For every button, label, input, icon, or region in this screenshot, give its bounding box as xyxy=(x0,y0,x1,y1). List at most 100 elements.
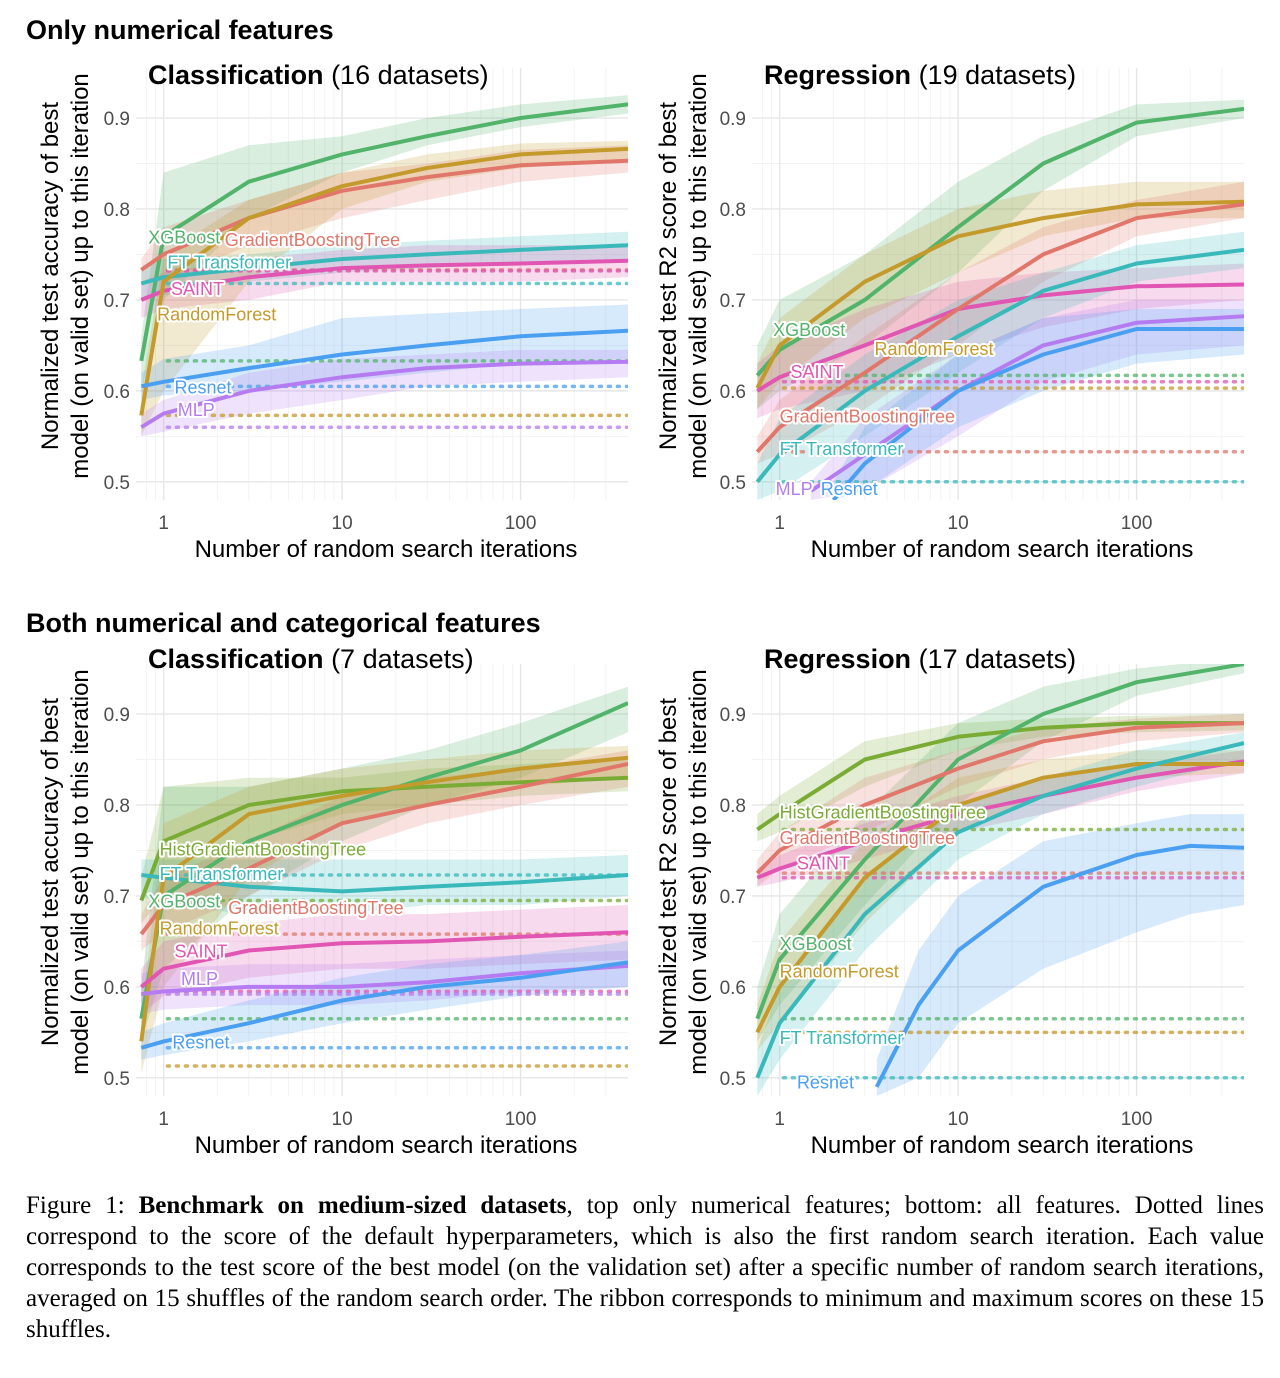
section-title-bottom: Both numerical and categorical features xyxy=(26,608,541,638)
series-line-ft-transformer xyxy=(755,247,1244,484)
series-line-gradientboostingtree xyxy=(755,202,1244,454)
plot-area xyxy=(139,95,628,437)
plot-area xyxy=(755,99,1244,500)
series-line-randomforest xyxy=(755,199,1244,390)
caption-prefix: Figure 1: xyxy=(26,1192,139,1219)
panel-title-rest: (7 datasets) xyxy=(324,644,474,674)
x-tick-label: 100 xyxy=(1121,513,1153,534)
series-line-mlp xyxy=(141,963,628,997)
series-line-gradientboostingtree xyxy=(755,721,1244,875)
x-axis-title: Number of random search iterations xyxy=(195,1132,578,1159)
x-tick-label: 1 xyxy=(158,1109,169,1130)
y-axis-title-line: model (on valid set) up to this iteratio… xyxy=(67,73,94,479)
ribbon-mlp xyxy=(811,299,1244,500)
y-axis-title-line: Normalized test accuracy of best xyxy=(37,698,64,1046)
y-tick-label: 0.6 xyxy=(104,382,130,403)
series-line-randomforest xyxy=(139,146,628,416)
y-tick-label: 0.8 xyxy=(720,796,746,817)
ribbon-histgradientboostingtree xyxy=(757,714,1244,842)
series-label-mlp: MLP xyxy=(776,479,813,499)
series-line-xgboost xyxy=(139,102,628,362)
series-label-gradientboostingtree: GradientBoostingTree xyxy=(780,828,955,848)
caption-bold: Benchmark on medium-sized datasets xyxy=(138,1192,567,1219)
series-label-randomforest: RandomForest xyxy=(157,305,276,325)
series-line-mlp xyxy=(140,359,628,429)
ribbon-randomforest xyxy=(141,745,628,1074)
ribbon-gradientboostingtree xyxy=(141,145,628,282)
series-label-mlp: MLP xyxy=(178,400,215,420)
series-line-histgradientboostingtree xyxy=(139,775,628,902)
ribbon-mlp xyxy=(141,950,628,1015)
ribbon-gradientboostingtree xyxy=(757,714,1244,887)
series-label-xgboost: XGBoost xyxy=(148,891,220,911)
x-tick-label: 10 xyxy=(948,1109,969,1130)
panel-title-rest: (19 datasets) xyxy=(911,60,1076,90)
series-label-resnet: Resnet xyxy=(172,1032,229,1052)
series-line-randomforest xyxy=(755,762,1244,1034)
y-tick-label: 0.6 xyxy=(720,382,746,403)
panel-classification-categorical: 0.5 0.6 0.7 0.8 0.9 1 10 100 Classification (7 d… xyxy=(37,644,628,1159)
y-axis-title-line: Normalized test R2 score of best xyxy=(655,698,682,1046)
y-axis-title-line: model (on valid set) up to this iteratio… xyxy=(685,73,712,479)
x-tick-label: 1 xyxy=(774,1109,785,1130)
y-tick-label: 0.5 xyxy=(104,473,130,494)
panel-title-bold: Classification xyxy=(148,60,324,90)
y-tick-label: 0.9 xyxy=(104,109,130,130)
series-label-randomforest: RandomForest xyxy=(780,961,899,981)
ribbon-randomforest xyxy=(757,750,1244,1051)
panel-classification-numerical: 0.5 0.6 0.7 0.8 0.9 1 10 100 Classification (16 … xyxy=(37,60,628,563)
series-line-xgboost xyxy=(139,701,628,1020)
series-line-xgboost xyxy=(755,106,1244,377)
ribbon-gradientboostingtree xyxy=(757,181,1244,464)
series-label-histgradientboostingtree: HistGradientBoostingTree xyxy=(160,840,366,860)
series-label-saint: SAINT xyxy=(790,362,843,382)
panel-title: Classification (16 datasets) xyxy=(148,60,489,90)
y-tick-label: 0.5 xyxy=(720,1069,746,1090)
x-axis-title: Number of random search iterations xyxy=(811,536,1194,563)
ribbon-mlp xyxy=(141,349,628,437)
series-line-ft-transformer xyxy=(755,741,1244,1079)
y-axis-title-line: Normalized test accuracy of best xyxy=(37,102,64,450)
series-line-ft-transformer xyxy=(140,243,628,286)
series-line-resnet xyxy=(140,328,628,389)
y-tick-label: 0.9 xyxy=(104,705,130,726)
y-tick-label: 0.7 xyxy=(104,291,130,312)
ribbon-saint xyxy=(757,750,1244,887)
panel-title-bold: Regression xyxy=(764,644,911,674)
x-axis-title: Number of random search iterations xyxy=(811,1132,1194,1159)
series-line-resnet xyxy=(874,843,1244,1088)
y-tick-label: 0.8 xyxy=(720,200,746,221)
series-label-histgradientboostingtree: HistGradientBoostingTree xyxy=(780,802,986,822)
y-tick-label: 0.8 xyxy=(104,200,130,221)
panel-title: Classification (7 datasets) xyxy=(148,644,474,674)
panel-regression-categorical: 0.5 0.6 0.7 0.8 0.9 1 10 100 Regression (17 data… xyxy=(655,644,1244,1159)
ribbon-xgboost xyxy=(757,664,1244,1042)
x-tick-label: 10 xyxy=(948,513,969,534)
panel-title: Regression (19 datasets) xyxy=(764,60,1076,90)
series-label-xgboost: XGBoost xyxy=(148,227,220,247)
x-tick-label: 100 xyxy=(505,1109,537,1130)
y-axis-title-line: model (on valid set) up to this iteratio… xyxy=(685,669,712,1075)
series-line-histgradientboostingtree xyxy=(756,721,1244,832)
series-label-ft-transformer: FT Transformer xyxy=(167,253,291,273)
series-label-gradientboostingtree: GradientBoostingTree xyxy=(780,406,955,426)
series-line-saint xyxy=(756,759,1244,880)
panel-title-rest: (17 datasets) xyxy=(911,644,1076,674)
series-line-gradientboostingtree xyxy=(140,158,628,272)
series-line-randomforest xyxy=(139,755,628,1042)
series-label-resnet: Resnet xyxy=(174,377,231,397)
series-label-xgboost: XGBoost xyxy=(773,320,845,340)
panel-regression-numerical: 0.5 0.6 0.7 0.8 0.9 1 10 100 Regression (19 data… xyxy=(655,60,1244,563)
y-tick-label: 0.5 xyxy=(104,1069,130,1090)
ribbon-saint xyxy=(757,263,1244,419)
series-label-xgboost: XGBoost xyxy=(780,934,852,954)
ribbon-resnet xyxy=(876,814,1244,1096)
y-tick-label: 0.9 xyxy=(720,109,746,130)
series-label-resnet: Resnet xyxy=(821,479,878,499)
x-tick-label: 100 xyxy=(1121,1109,1153,1130)
series-label-saint: SAINT xyxy=(797,853,850,873)
panel-title-bold: Classification xyxy=(148,644,324,674)
ribbon-gradientboostingtree xyxy=(141,750,628,951)
y-axis-title-line: model (on valid set) up to this iteratio… xyxy=(67,669,94,1075)
series-label-mlp: MLP xyxy=(181,969,218,989)
